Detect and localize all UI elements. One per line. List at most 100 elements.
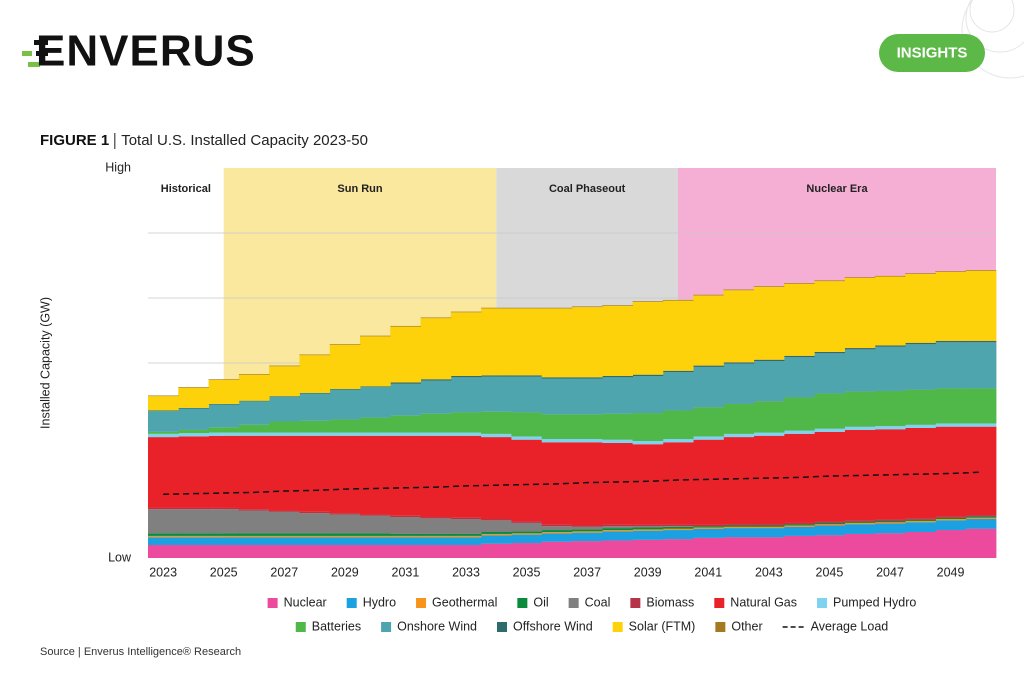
area-step [723,526,755,529]
legend-label: Hydro [363,595,396,609]
area-step [390,537,421,545]
area-step [723,362,755,364]
legend-item[interactable]: Pumped Hydro [817,595,916,609]
legend-item[interactable]: Oil [517,595,549,609]
insights-badge[interactable] [879,34,985,72]
area-step [511,412,543,437]
legend-swatch [715,622,726,632]
area-step [511,308,543,376]
x-tick-label: 2029 [331,565,359,579]
area-step [511,534,543,544]
area-step [299,533,331,536]
y-axis-label: Installed Capacity (GW) [38,297,52,429]
area-step [632,529,664,531]
area-step [662,410,694,440]
area-step [511,436,543,440]
area-step [814,524,845,526]
x-tick-label: 2049 [937,565,965,579]
area-step [481,411,512,434]
decoration [961,0,1024,79]
area-step [784,433,815,523]
area-step [662,370,694,373]
area-step [208,427,240,433]
legend-label: Oil [533,595,548,609]
legend-label: Solar (FTM) [629,619,696,633]
legend-item[interactable]: Geothermal [416,595,497,609]
area-step [420,545,452,558]
legend-item[interactable]: Nuclear [267,595,327,609]
area-step [299,535,331,538]
figure-label: FIGURE 1 [40,132,109,149]
area-step [450,517,482,519]
area-step [844,520,876,522]
area-step [450,412,482,433]
legend-item[interactable]: Solar (FTM) [612,619,696,633]
area-step [420,533,452,536]
area-step [329,537,361,545]
area-step [450,545,482,558]
legend-item[interactable]: Hydro [346,595,396,609]
area-step [572,442,603,526]
area-step [208,533,240,536]
area-step [844,348,876,350]
area-step [511,375,543,377]
area-step [784,397,815,431]
area-step [390,383,421,416]
area-step [723,403,755,434]
area-step [178,535,209,538]
area-step [420,413,452,433]
area-step [844,349,876,392]
legend-item[interactable]: Average Load [782,619,889,633]
area-step [420,380,452,414]
area-step [420,317,452,319]
area-step [238,537,270,545]
area-step [874,346,906,391]
x-tick-label: 2033 [452,565,480,579]
legend-swatch [416,598,427,608]
insights-badge-text[interactable]: INSIGHTS [897,44,968,61]
area-step [148,535,179,538]
area-step [208,509,240,534]
area-step [269,545,300,558]
area-step [935,516,967,518]
area-step [844,533,876,558]
area-step [632,524,664,527]
legend-item[interactable]: Onshore Wind [381,619,477,633]
legend-label: Geothermal [432,595,497,609]
area-step [935,520,967,531]
area-step [360,535,391,538]
legend-item[interactable]: Coal [568,595,611,609]
area-step [481,520,512,532]
area-step [148,411,179,432]
legend-item[interactable]: Offshore Wind [497,619,593,633]
legend-item[interactable]: Batteries [295,619,361,633]
area-step [905,428,936,519]
area-step [965,388,997,424]
area-step [208,545,240,558]
area-step [299,537,331,545]
area-step [662,526,694,527]
legend-item[interactable]: Other [715,619,763,633]
area-step [693,365,724,367]
area-step [753,286,785,287]
area-step [905,273,936,274]
area-step [269,510,300,512]
area-step [148,431,179,434]
area-step [662,530,694,540]
legend-item[interactable]: Natural Gas [714,595,797,609]
area-step [784,430,815,434]
area-step [784,283,815,284]
area-step [178,387,209,408]
area-step [935,340,967,343]
area-step [935,388,967,424]
area-step [572,541,603,558]
area-step [874,276,906,346]
legend-item[interactable]: Biomass [630,595,694,609]
area-step [390,326,421,383]
area-step [238,510,270,534]
area-step [935,426,967,517]
area-step [238,432,270,436]
logo-text: ENVERUS [36,27,256,76]
x-tick-label: 2043 [755,565,783,579]
area-step [814,522,845,525]
